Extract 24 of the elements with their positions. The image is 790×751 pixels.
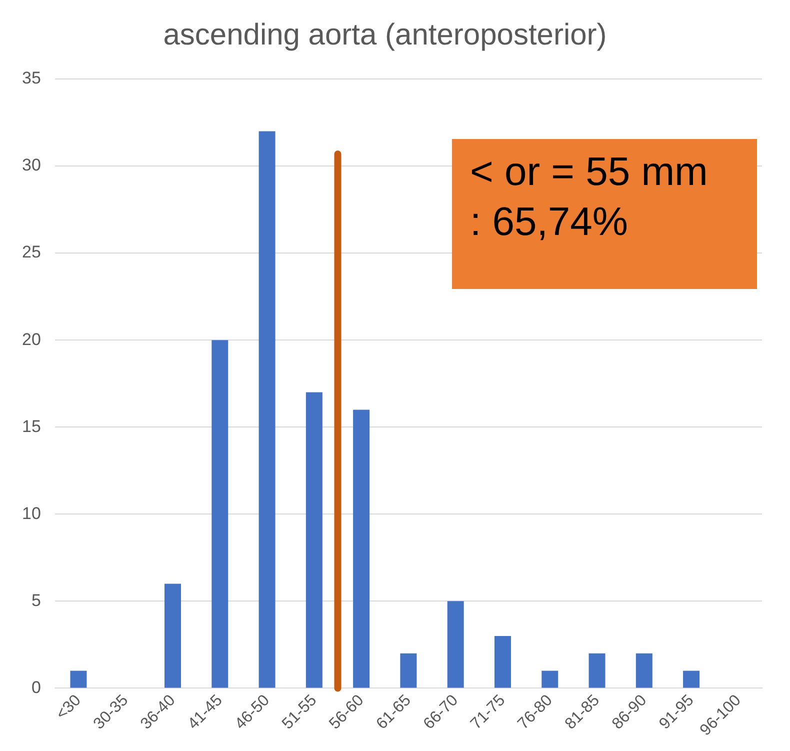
- bar: [494, 636, 511, 688]
- y-tick-label: 35: [22, 68, 41, 88]
- y-tick-label: 0: [31, 678, 41, 697]
- bar: [542, 670, 558, 688]
- bar: [70, 670, 87, 688]
- bar: [306, 392, 322, 688]
- y-tick-label: 15: [22, 416, 41, 436]
- bar: [212, 340, 228, 688]
- bar: [258, 131, 276, 688]
- bar: [164, 584, 182, 688]
- y-tick-label: 10: [22, 504, 41, 523]
- x-tick-label: <30: [53, 692, 84, 724]
- chart-title: ascending aorta (anteroposterior): [163, 18, 607, 52]
- bar: [447, 601, 464, 688]
- y-tick-label: 5: [31, 590, 41, 610]
- y-tick-label: 25: [22, 242, 41, 262]
- bar: [588, 653, 606, 688]
- y-tick-label: 20: [22, 330, 41, 349]
- bar: [683, 670, 700, 688]
- bar: [353, 410, 370, 688]
- y-tick-label: 30: [22, 156, 41, 175]
- bar: [400, 653, 417, 688]
- bar: [636, 653, 652, 688]
- annotation: < or = 55 mm : 65,74%: [470, 150, 708, 244]
